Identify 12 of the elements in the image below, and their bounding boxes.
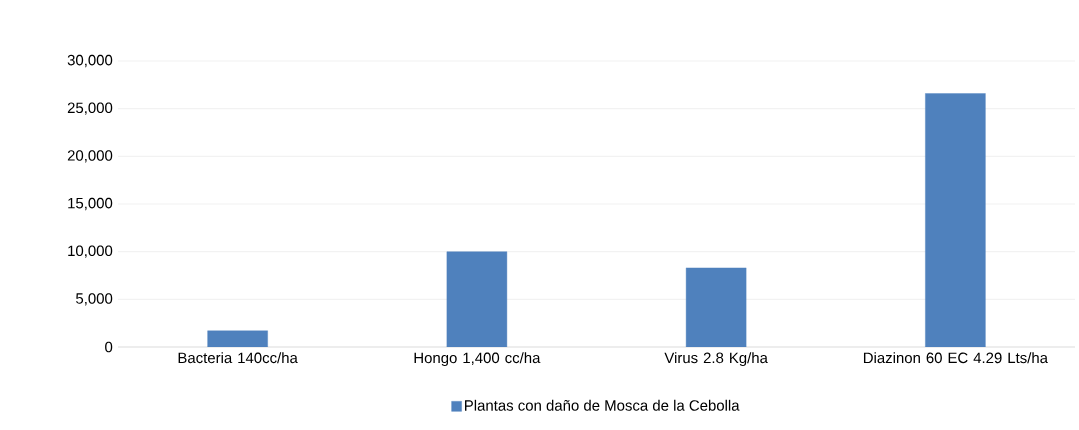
y-tick-label: 0 [105, 341, 113, 353]
y-tick-label: 15,000 [68, 197, 113, 211]
y-tick-label: 30,000 [67, 54, 113, 68]
x-tick-label: Bacteria 140cc/ha [178, 352, 298, 364]
x-tick-label: Diazinon 60 EC 4.29 Lts/ha [863, 352, 1048, 364]
legend-label: Plantas con daño de Mosca de la Cebolla [465, 399, 740, 411]
y-tick-label: 20,000 [67, 150, 113, 163]
y-tick-label: 25,000 [67, 102, 113, 115]
y-tick-label: 10,000 [68, 245, 113, 258]
y-tick-label: 5,000 [76, 293, 113, 306]
x-tick-label: Hongo 1,400 cc/ha [414, 352, 541, 367]
x-tick-label: Virus 2.8 Kg/ha [664, 352, 768, 367]
